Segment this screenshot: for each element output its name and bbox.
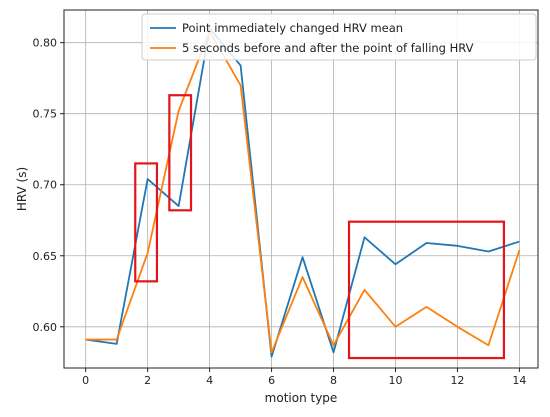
series-line-2 (85, 30, 521, 354)
x-tick-label: 0 (82, 374, 89, 387)
axis-ticks: 0 2 4 6 8 10 12 14 0.60 0.65 0.70 0.75 0.80 (33, 37, 527, 387)
x-tick-label: 12 (450, 374, 464, 387)
highlight-box-1 (134, 162, 159, 283)
x-tick-label: 2 (144, 374, 151, 387)
plot-frame (63, 9, 539, 369)
x-axis-label: motion type (265, 391, 338, 405)
y-tick-label: 0.75 (33, 108, 58, 121)
x-tick-label: 8 (330, 374, 337, 387)
legend-box (141, 13, 537, 61)
y-tick-label: 0.70 (33, 179, 58, 192)
x-tick-label: 4 (206, 374, 213, 387)
highlight-boxes (134, 94, 506, 360)
y-tick-label: 0.65 (33, 250, 58, 263)
highlight-box-3 (347, 220, 506, 360)
y-tick-label: 0.80 (33, 37, 58, 50)
x-tick-label: 10 (388, 374, 402, 387)
series-lines (85, 27, 521, 358)
y-axis-label: HRV (s) (15, 167, 29, 211)
legend-label: 5 seconds before and after the point of … (182, 41, 474, 55)
x-tick-label: 6 (268, 374, 275, 387)
highlight-box-2 (168, 94, 193, 212)
series-line-1 (85, 27, 520, 358)
y-tick-label: 0.60 (33, 321, 58, 334)
legend-label: Point immediately changed HRV mean (182, 21, 403, 35)
legend: Point immediately changed HRV mean 5 seco… (141, 13, 537, 61)
x-tick-label: 14 (512, 374, 526, 387)
